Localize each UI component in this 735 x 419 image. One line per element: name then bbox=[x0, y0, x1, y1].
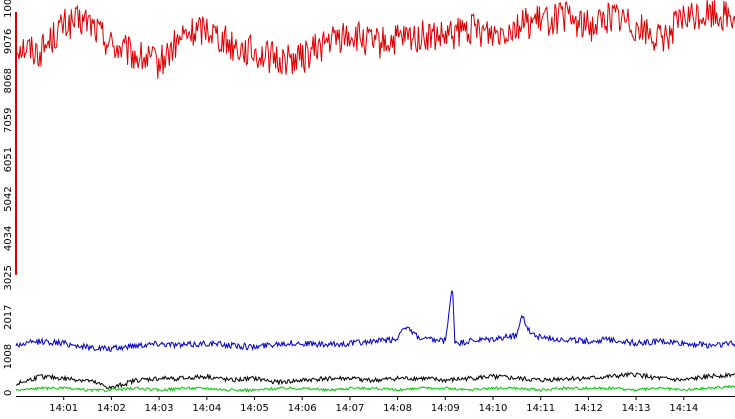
x-tick-label: 14:08 bbox=[383, 403, 412, 414]
x-tick-label: 14:09 bbox=[431, 403, 460, 414]
y-tick-labels: 0 1008 2017 3025 4034 5042 6051 7059 8068 9076 100… bbox=[3, 0, 14, 396]
axes bbox=[15, 12, 735, 397]
y-tick-label: 10085 bbox=[3, 0, 14, 18]
x-tick-label: 14:13 bbox=[622, 403, 651, 414]
x-tick-label: 14:12 bbox=[574, 403, 603, 414]
x-tick-label: 14:02 bbox=[97, 403, 126, 414]
series-line bbox=[15, 290, 735, 353]
x-tick-label: 14:04 bbox=[192, 403, 221, 414]
x-tick-label: 14:01 bbox=[49, 403, 78, 414]
y-tick-label: 8068 bbox=[3, 68, 14, 93]
y-tick-label: 4034 bbox=[3, 226, 14, 251]
x-tick-label: 14:06 bbox=[288, 403, 317, 414]
series-lines bbox=[15, 0, 735, 393]
y-tick-label: 7059 bbox=[3, 107, 14, 132]
series-line bbox=[15, 0, 735, 79]
y-tick-label: 2017 bbox=[3, 304, 14, 329]
y-tick-label: 0 bbox=[3, 390, 14, 396]
x-tick-label: 14:14 bbox=[669, 403, 698, 414]
series-line bbox=[15, 384, 735, 393]
y-tick-label: 3025 bbox=[3, 265, 14, 290]
x-tick-labels: 14:01 14:02 14:03 14:04 14:05 14:06 14:07 14:08… bbox=[49, 396, 698, 414]
series-line bbox=[15, 371, 735, 390]
x-tick-label: 14:03 bbox=[145, 403, 174, 414]
x-tick-label: 14:10 bbox=[479, 403, 508, 414]
x-tick-label: 14:07 bbox=[335, 403, 364, 414]
y-tick-label: 9076 bbox=[3, 29, 14, 54]
y-tick-label: 1008 bbox=[3, 344, 14, 369]
x-tick-label: 14:05 bbox=[240, 403, 269, 414]
x-tick-label: 14:11 bbox=[526, 403, 555, 414]
y-tick-label: 6051 bbox=[3, 147, 14, 172]
y-tick-label: 5042 bbox=[3, 186, 14, 211]
